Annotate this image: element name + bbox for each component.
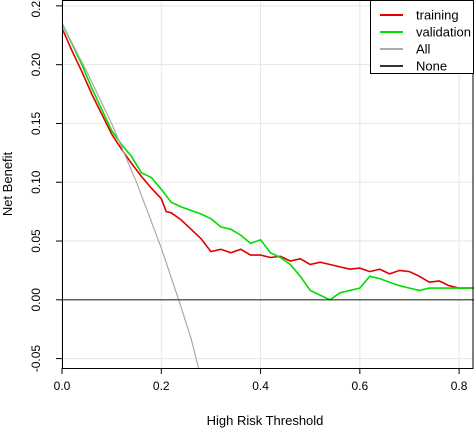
series-line-validation <box>62 23 474 301</box>
legend: training validation All None <box>370 0 474 74</box>
series-line-all <box>62 23 200 368</box>
legend-label-training: training <box>416 8 459 23</box>
y-tick-label: 0.00 <box>29 288 43 312</box>
x-tick-label: 0.4 <box>252 379 269 393</box>
legend-label-all: All <box>416 42 431 57</box>
legend-label-validation: validation <box>416 25 471 40</box>
x-tick-label: 0.6 <box>351 379 368 393</box>
y-axis: -0.05 0.00 0.05 0.10 0.15 0.20 0.25 <box>29 0 62 372</box>
series-line-training <box>62 27 474 289</box>
x-axis-title: High Risk Threshold <box>207 413 324 428</box>
y-tick-label: 0.20 <box>29 53 43 77</box>
legend-label-none: None <box>416 59 447 74</box>
x-tick-label: 0.2 <box>153 379 170 393</box>
y-tick-label: 0.05 <box>29 229 43 253</box>
y-tick-label: 0.25 <box>29 0 43 18</box>
y-tick-label: -0.05 <box>29 345 43 373</box>
legend-box <box>370 0 474 74</box>
x-axis: 0.0 0.2 0.4 0.6 0.8 <box>54 368 468 393</box>
plot-frame <box>62 0 474 369</box>
y-axis-title: Net Benefit <box>0 151 15 216</box>
series-lines <box>62 23 474 368</box>
x-tick-label: 0.8 <box>451 379 468 393</box>
y-tick-label: 0.15 <box>29 111 43 135</box>
x-tick-label: 0.0 <box>54 379 71 393</box>
y-tick-label: 0.10 <box>29 170 43 194</box>
